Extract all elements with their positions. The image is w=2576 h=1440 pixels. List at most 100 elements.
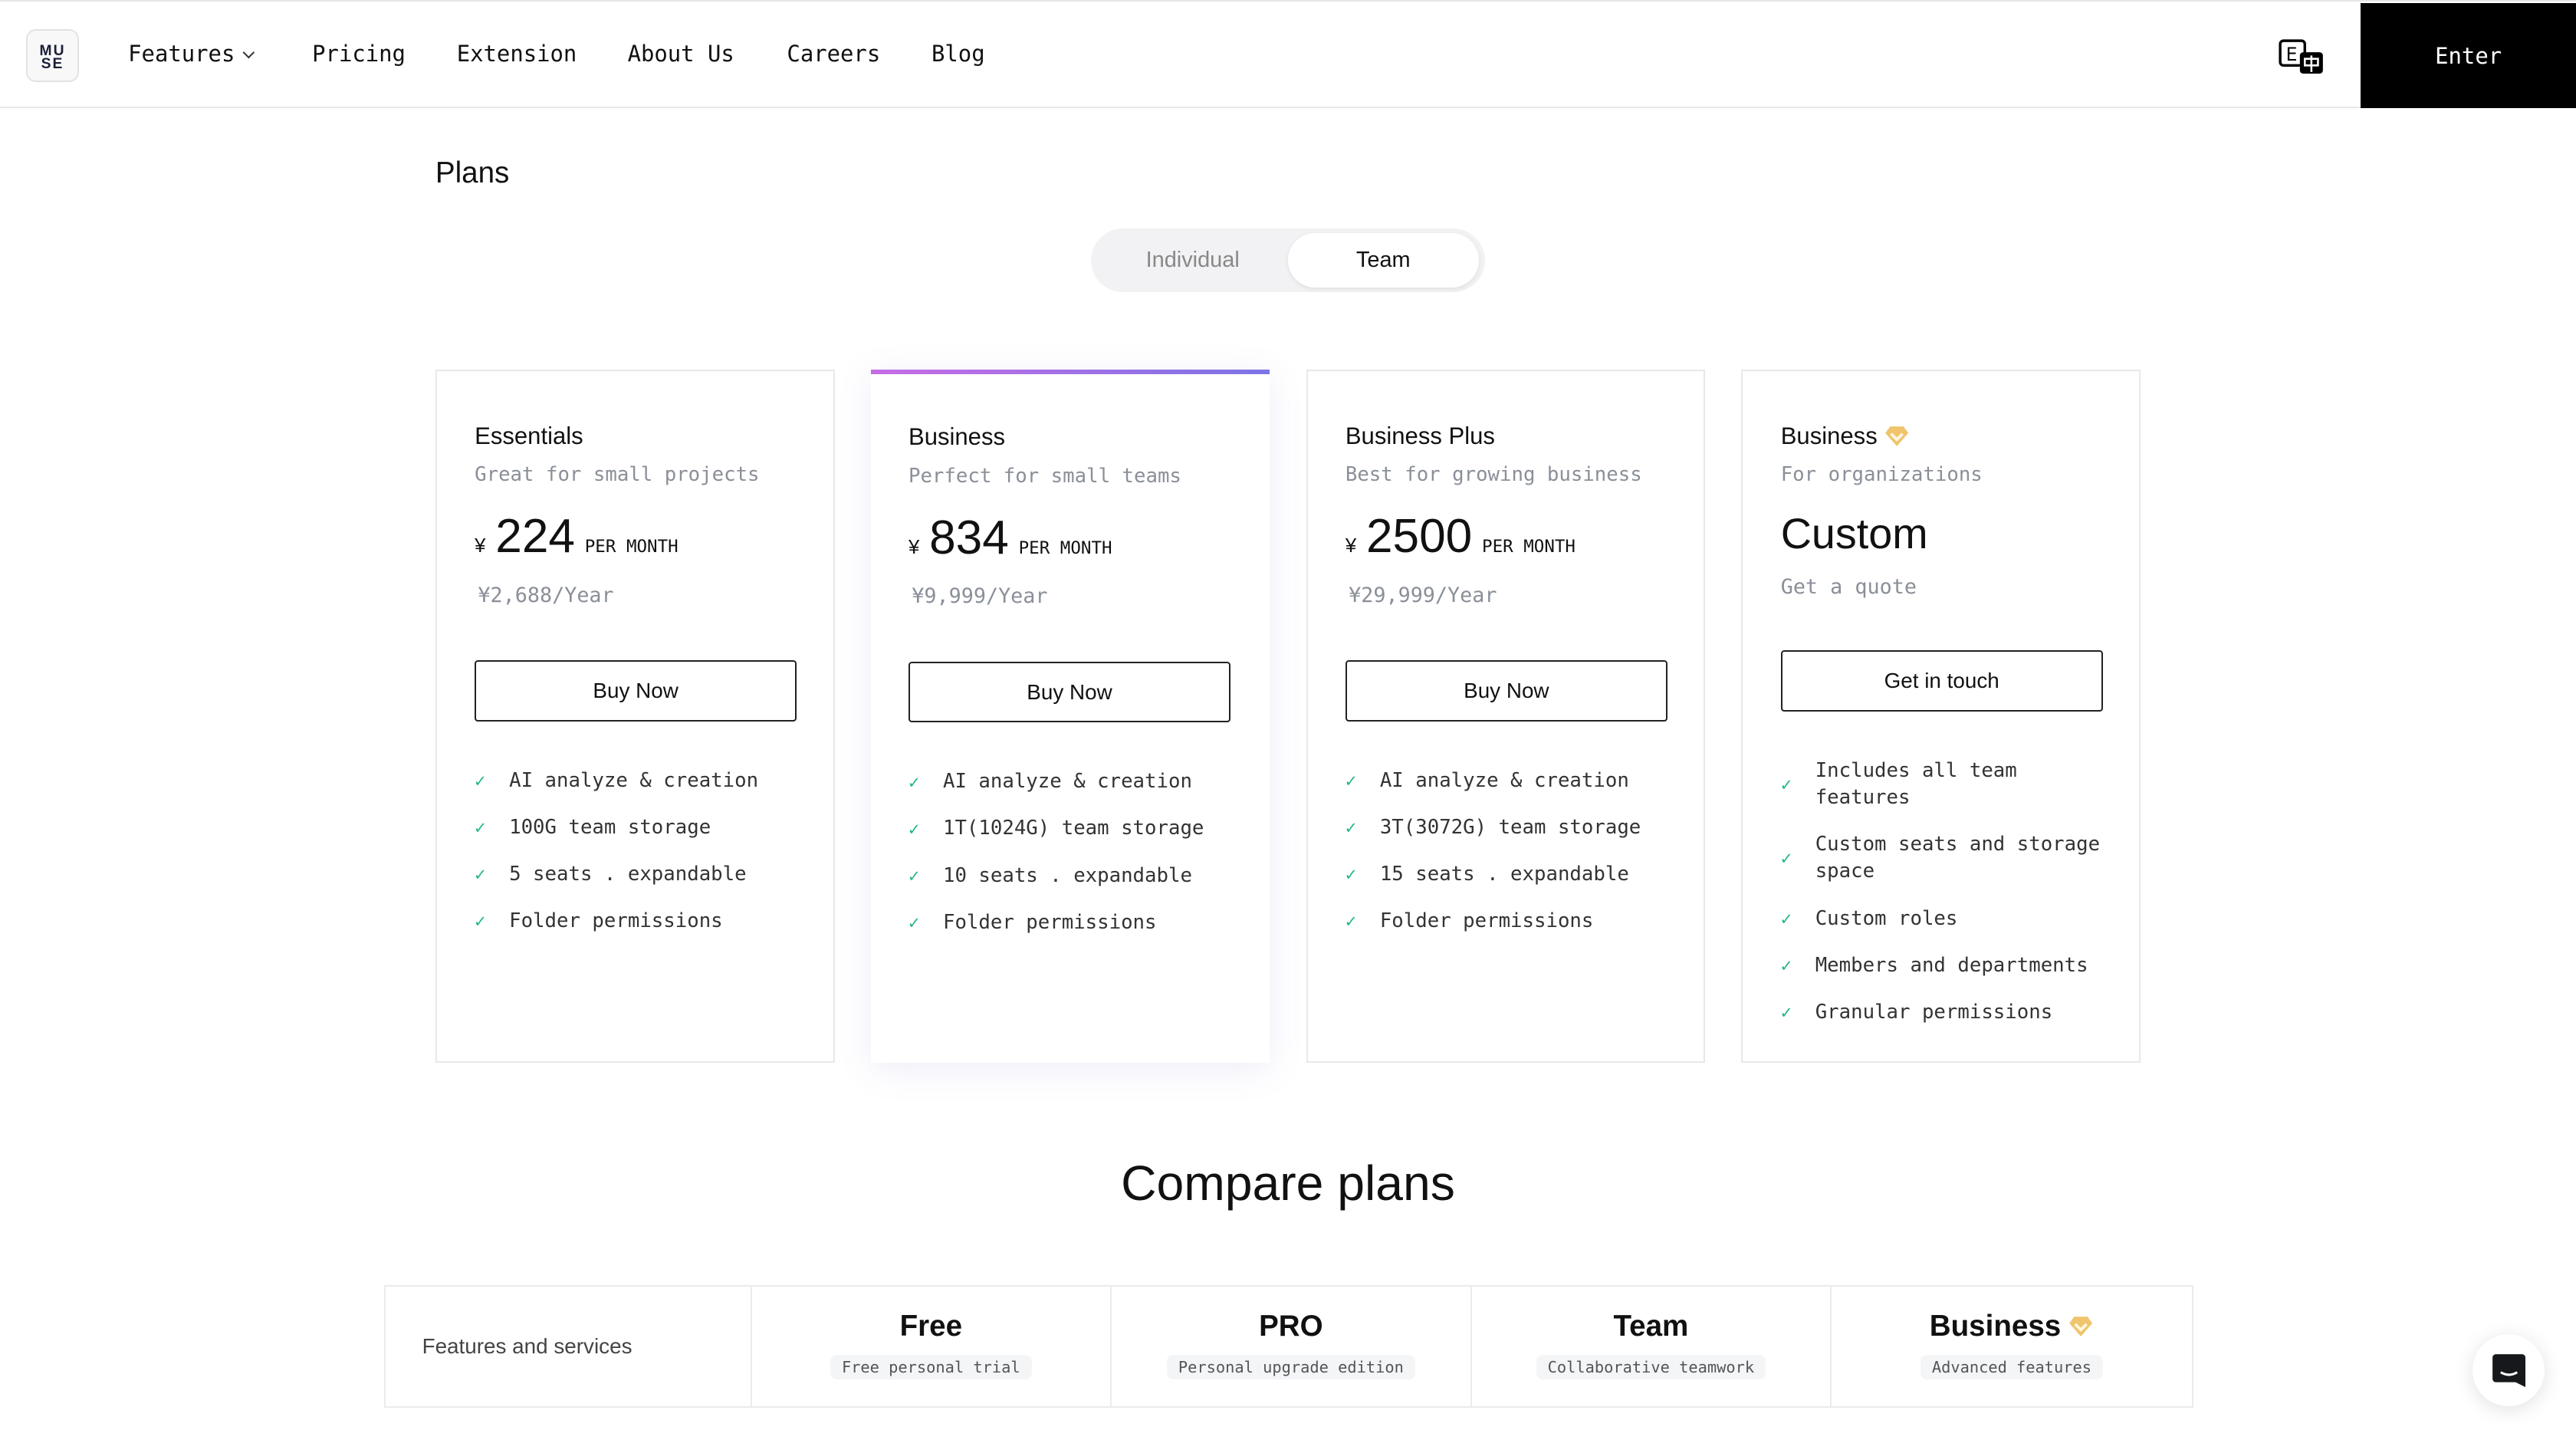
price-period: PER MONTH: [584, 537, 678, 557]
column-name: PRO: [1259, 1309, 1323, 1343]
plan-name: Essentials: [475, 422, 583, 449]
top-nav: MU SE Features Pricing Extension About Us…: [0, 0, 2576, 109]
check-icon: ✓: [1780, 773, 1792, 795]
tab-individual[interactable]: Individual: [1145, 248, 1240, 273]
quote-text: Get a quote: [1780, 574, 1917, 599]
check-icon: ✓: [475, 817, 486, 839]
feature-list: ✓ Includes all team features ✓ Custom seats…: [1781, 758, 2110, 1046]
feature-item: ✓ 1T(1024G) team storage: [909, 815, 1237, 842]
check-icon: ✓: [1345, 863, 1357, 886]
price-amount: 2500: [1365, 510, 1473, 564]
buy-now-button[interactable]: Buy Now: [475, 660, 797, 722]
compare-table-header: Features and services Free Free personal …: [384, 1284, 2193, 1409]
check-icon: ✓: [1345, 817, 1357, 839]
plan-price: ¥834 PER MONTH: [909, 511, 1112, 565]
plan-title: Business: [909, 423, 1005, 451]
feature-text: Custom seats and storage space: [1815, 833, 2101, 883]
enter-button[interactable]: Enter: [2361, 3, 2576, 109]
check-icon: ✓: [1780, 847, 1792, 870]
check-icon: ✓: [1345, 910, 1357, 932]
plan-subtitle: For organizations: [1780, 463, 1983, 487]
check-icon: ✓: [1345, 770, 1357, 792]
column-title: PRO: [1112, 1310, 1470, 1343]
feature-item: ✓ Folder permissions: [475, 908, 803, 935]
check-icon: ✓: [475, 863, 486, 886]
yearly-price: ¥2,688/Year: [478, 583, 614, 607]
price-amount: 834: [929, 511, 1009, 564]
muse-logo[interactable]: MU SE: [26, 29, 79, 82]
feature-item: ✓ Folder permissions: [909, 909, 1237, 936]
feature-text: Granular permissions: [1815, 1000, 2053, 1024]
nav-about-us[interactable]: About Us: [627, 41, 734, 67]
nav-pricing[interactable]: Pricing: [312, 41, 406, 67]
feature-item: ✓ 15 seats . expandable: [1346, 861, 1674, 888]
feature-item: ✓ Custom seats and storage space: [1781, 831, 2110, 886]
tab-team[interactable]: Team: [1287, 233, 1479, 288]
feature-text: Custom roles: [1815, 906, 1958, 930]
compare-column-free: Free Free personal trial: [752, 1286, 1112, 1407]
column-name: Business: [1929, 1309, 2062, 1343]
feature-item: ✓ AI analyze & creation: [475, 768, 803, 794]
nav-features[interactable]: Features: [128, 41, 255, 67]
column-title: Team: [1472, 1310, 1831, 1343]
plan-title: Essentials: [475, 422, 583, 450]
plan-name: Business: [908, 423, 1006, 451]
column-name: Team: [1613, 1309, 1689, 1343]
compare-column-business: Business Advanced features: [1832, 1287, 2192, 1407]
feature-list: ✓ AI analyze & creation ✓ 100G team storage…: [475, 768, 803, 955]
chat-icon: [2492, 1353, 2525, 1387]
feature-text: AI analyze & creation: [1379, 768, 1629, 792]
chat-button[interactable]: [2472, 1334, 2545, 1407]
svg-text:E: E: [2286, 44, 2298, 65]
check-icon: ✓: [1780, 955, 1792, 977]
plan-type-toggle: Individual Team: [1090, 228, 1486, 293]
check-icon: ✓: [1780, 1001, 1792, 1024]
yearly-price: ¥29,999/Year: [1349, 583, 1497, 607]
compare-plans-title: Compare plans: [1121, 1156, 1455, 1212]
column-tag: Advanced features: [1920, 1354, 2104, 1380]
feature-list: ✓ AI analyze & creation ✓ 1T(1024G) team st…: [909, 768, 1237, 955]
feature-item: ✓ Custom roles: [1781, 906, 2110, 932]
feature-text: Includes all team features: [1815, 758, 2017, 810]
check-icon: ✓: [475, 770, 486, 792]
compare-column-pro: PRO Personal upgrade edition: [1112, 1286, 1472, 1407]
feature-text: 100G team storage: [509, 815, 711, 839]
feature-item: ✓ Folder permissions: [1346, 908, 1674, 935]
nav-careers[interactable]: Careers: [787, 41, 881, 67]
buy-now-button[interactable]: Buy Now: [1345, 660, 1668, 722]
feature-item: ✓ Granular permissions: [1781, 999, 2110, 1026]
feature-item: ✓ 3T(3072G) team storage: [1346, 814, 1674, 841]
compare-column-team: Team Collaborative teamwork: [1472, 1286, 1832, 1407]
feature-text: 1T(1024G) team storage: [942, 817, 1204, 840]
feature-item: ✓ AI analyze & creation: [1346, 768, 1674, 794]
translate-icon[interactable]: E: [2279, 39, 2325, 82]
nav-blog[interactable]: Blog: [932, 41, 985, 67]
column-title: Free: [752, 1310, 1111, 1343]
feature-item: ✓ 10 seats . expandable: [909, 863, 1237, 889]
logo-line-1: MU: [39, 42, 66, 59]
column-name: Free: [899, 1309, 963, 1343]
currency: ¥: [1345, 535, 1357, 557]
feature-item: ✓ Members and departments: [1781, 952, 2110, 979]
price-period: PER MONTH: [1482, 537, 1576, 557]
price-period: PER MONTH: [1018, 538, 1112, 558]
plan-price: Custom: [1780, 510, 1928, 558]
nav-label: Features: [128, 41, 235, 67]
check-icon: ✓: [908, 771, 920, 793]
price-amount: 224: [495, 510, 575, 564]
check-icon: ✓: [1780, 908, 1792, 930]
logo-line-2: SE: [41, 55, 64, 72]
feature-text: 5 seats . expandable: [509, 862, 747, 886]
feature-text: AI analyze & creation: [509, 768, 759, 792]
feature-text: 15 seats . expandable: [1379, 862, 1629, 886]
column-title: Business: [1832, 1310, 2192, 1343]
nav-extension[interactable]: Extension: [456, 41, 577, 67]
page-title: Plans: [435, 156, 510, 189]
get-in-touch-button[interactable]: Get in touch: [1780, 650, 2103, 712]
buy-now-button[interactable]: Buy Now: [908, 662, 1230, 723]
plan-name: Business Plus: [1345, 422, 1495, 449]
yearly-price: ¥9,999/Year: [912, 584, 1048, 609]
plan-card: Essentials Great for small projects ¥224 PE…: [435, 370, 835, 1064]
check-icon: ✓: [908, 865, 920, 887]
feature-item: ✓ AI analyze & creation: [909, 768, 1237, 795]
